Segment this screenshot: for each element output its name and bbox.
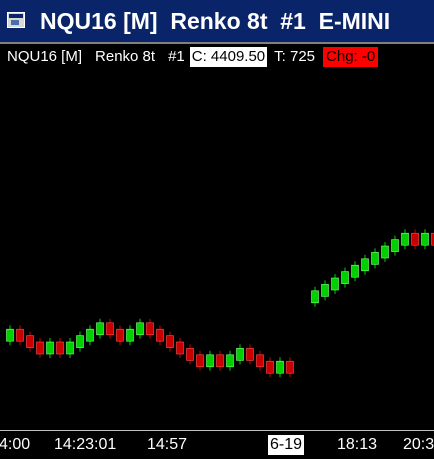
renko-brick-up — [421, 232, 429, 246]
info-change-badge: Chg: -0 — [323, 47, 379, 67]
renko-brick-down — [266, 360, 274, 374]
x-axis-label: 14:23:01 — [54, 436, 117, 453]
renko-brick-up — [331, 277, 339, 291]
renko-brick-up — [311, 290, 319, 304]
renko-brick-up — [126, 328, 134, 342]
renko-brick-up — [46, 341, 54, 355]
title-bar[interactable]: NQU16 [M] Renko 8t #1 E-MINI — [0, 0, 434, 42]
renko-brick-up — [276, 360, 284, 374]
renko-brick-down — [176, 341, 184, 355]
renko-brick-down — [246, 348, 254, 361]
renko-brick-down — [16, 328, 24, 342]
renko-brick-down — [166, 335, 174, 348]
renko-brick-down — [36, 341, 44, 355]
renko-brick-down — [216, 354, 224, 368]
renko-chart[interactable] — [0, 44, 434, 459]
x-axis-label: 18:13 — [337, 436, 378, 453]
window-title: NQU16 [M] Renko 8t #1 E-MINI — [40, 8, 391, 34]
x-axis-line — [0, 430, 434, 431]
renko-brick-up — [226, 354, 234, 368]
chart-window-icon[interactable] — [7, 12, 25, 28]
renko-brick-up — [96, 322, 104, 336]
x-axis-label: 14:57 — [147, 436, 188, 453]
renko-brick-up — [371, 252, 379, 265]
renko-brick-up — [341, 271, 349, 284]
renko-brick-down — [56, 341, 64, 355]
renko-brick-up — [381, 245, 389, 259]
renko-brick-up — [401, 232, 409, 246]
renko-brick-down — [106, 322, 114, 336]
x-axis-label-highlighted: 6-19 — [268, 435, 305, 455]
renko-brick-down — [186, 348, 194, 361]
renko-brick-down — [26, 335, 34, 348]
renko-brick-down — [196, 354, 204, 368]
info-chart-type: Renko 8t — [95, 48, 156, 65]
info-close-value: C: 4409.50 — [189, 47, 268, 67]
renko-brick-up — [86, 328, 94, 342]
renko-brick-up — [391, 239, 399, 252]
title-separator — [0, 42, 434, 44]
renko-brick-down — [256, 354, 264, 368]
info-tick-count: T: 725 — [274, 48, 316, 65]
chart-info-bar: NQU16 [M] Renko 8t #1 C: 4409.50 T: 725 Chg: … — [0, 47, 379, 67]
renko-brick-down — [431, 232, 434, 246]
renko-brick-down — [286, 360, 294, 374]
renko-brick-down — [146, 322, 154, 336]
renko-brick-up — [361, 258, 369, 272]
x-axis-label: 20:3 — [403, 436, 434, 453]
x-axis-label: 4:00 — [0, 436, 31, 453]
renko-brick-up — [351, 264, 359, 278]
renko-brick-down — [156, 328, 164, 342]
info-chart-number: #1 — [168, 48, 185, 65]
renko-brick-down — [116, 328, 124, 342]
renko-brick-up — [236, 348, 244, 361]
renko-brick-up — [6, 328, 14, 342]
renko-brick-up — [66, 341, 74, 355]
renko-brick-up — [136, 322, 144, 336]
renko-brick-up — [206, 354, 214, 368]
info-symbol: NQU16 [M] — [7, 48, 83, 65]
renko-brick-down — [411, 232, 419, 246]
renko-brick-up — [76, 335, 84, 348]
renko-brick-up — [321, 284, 329, 297]
